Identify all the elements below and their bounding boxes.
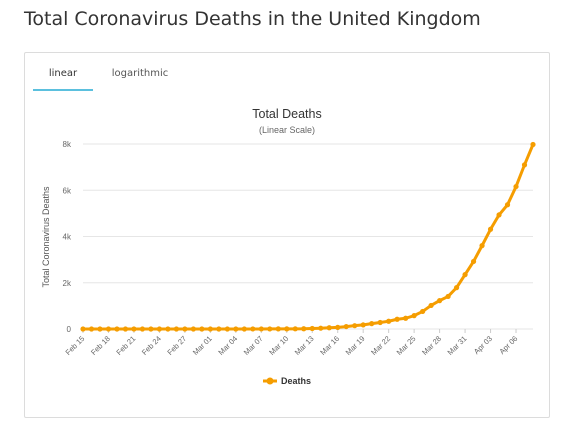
data-point [326,325,332,331]
data-point [513,183,519,190]
data-point [318,325,324,331]
data-point [470,258,477,265]
y-tick-label: 4k [63,233,72,242]
data-point [445,293,451,300]
tab-logarithmic[interactable]: logarithmic [95,63,185,91]
x-tick-label: Mar 07 [242,334,265,357]
data-point [411,313,417,319]
data-point [148,326,154,332]
data-point [301,326,307,332]
x-tick-label: Feb 27 [165,334,188,357]
data-point [462,272,468,278]
x-tick-label: Mar 10 [267,334,290,357]
x-tick-label: Feb 15 [64,334,87,357]
data-point [156,326,163,332]
data-point [453,285,460,291]
data-point [487,226,494,232]
data-point [420,308,426,315]
data-point [207,326,213,332]
data-point [504,202,511,208]
data-point [479,243,485,249]
data-point [190,326,196,332]
x-tick-label: Apr 06 [497,334,519,356]
chart-card: linear logarithmic Total Deaths (Linear … [24,52,550,418]
data-point [241,326,247,332]
data-point [530,141,536,148]
data-point [343,323,349,330]
data-point [199,326,205,332]
grid-layer: 0 2k 4k 6k 8k [63,140,533,334]
data-point [437,298,443,304]
data-point [139,326,146,332]
tab-active-underline [33,89,93,91]
x-tick-label: Mar 01 [191,334,214,357]
data-point [182,326,188,332]
y-axis-label: Total Coronavirus Deaths [41,186,51,288]
legend-marker [266,377,274,385]
deaths-chart: Total Deaths (Linear Scale) Total Corona… [41,107,536,386]
data-point [386,318,392,324]
data-point [292,326,298,332]
x-tick-label: Mar 19 [344,334,367,357]
data-point [521,162,528,168]
x-tick-label: Feb 24 [140,334,163,357]
chart-title: Total Deaths [252,107,321,121]
data-point [88,326,95,332]
data-point [403,315,409,321]
x-tick-label: Mar 04 [216,334,239,357]
x-axis: Feb 15 Feb 18 Feb 21 Feb 24 Feb 27 Mar 01 Mar … [64,329,519,357]
data-point [122,326,129,332]
data-point [352,323,358,329]
x-tick-label: Mar 31 [446,334,469,357]
tab-linear-label: linear [48,68,78,79]
data-point [369,321,375,327]
data-point [360,322,366,328]
data-point [105,326,112,332]
data-point [377,319,383,326]
data-point [114,326,120,332]
data-point [131,326,137,332]
data-point [267,326,273,332]
x-tick-label: Mar 22 [369,334,392,357]
x-tick-label: Mar 28 [420,334,443,357]
y-tick-label: 8k [63,140,72,149]
data-point [97,326,103,332]
data-point [216,326,222,332]
page-title: Total Coronavirus Deaths in the United K… [24,8,481,30]
x-tick-label: Mar 13 [293,334,316,357]
data-point [173,326,179,332]
x-tick-label: Feb 21 [114,334,137,357]
data-point [394,316,400,322]
data-point [284,326,290,332]
y-tick-label: 2k [63,279,72,288]
tab-logarithmic-label: logarithmic [111,68,169,79]
data-point [80,326,86,332]
legend-label: Deaths [281,376,311,386]
data-point [275,326,281,332]
data-point [309,325,315,332]
x-tick-label: Mar 16 [318,334,341,357]
series-layer [80,141,536,332]
x-tick-label: Mar 25 [395,334,418,357]
data-point [224,326,230,332]
data-point [233,326,239,332]
data-point [428,302,434,309]
data-point [165,326,171,332]
chart-subtitle: (Linear Scale) [259,125,315,135]
data-point [335,324,341,330]
data-point [496,212,502,218]
y-tick-label: 0 [67,325,72,334]
data-point [258,326,264,332]
legend[interactable]: Deaths [263,376,311,386]
data-point [250,326,256,332]
tab-linear[interactable]: linear [33,63,93,91]
y-tick-label: 6k [63,186,72,195]
x-tick-label: Apr 03 [472,334,494,356]
x-tick-label: Feb 18 [89,334,112,357]
